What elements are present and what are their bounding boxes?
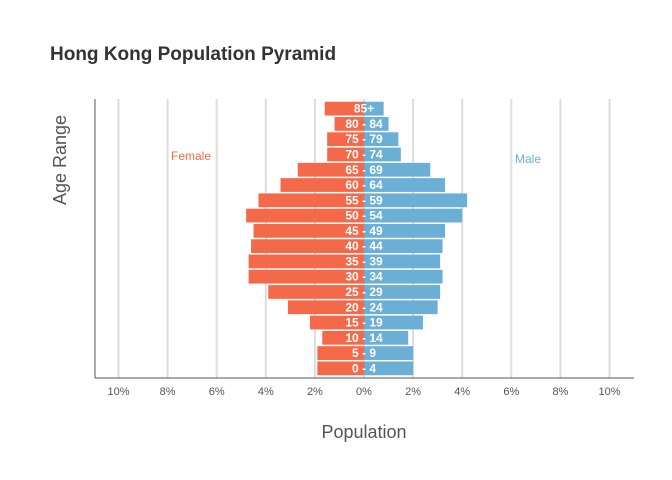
age-range-label: 40 - 44 (345, 239, 383, 253)
male-series-label: Male (515, 152, 541, 166)
age-range-label: 30 - 34 (345, 270, 383, 284)
y-axis-title: Age Range (50, 115, 70, 205)
female-bar (297, 162, 364, 177)
female-series-label: Female (171, 149, 211, 163)
female-bar (309, 315, 364, 330)
male-bar (364, 269, 443, 284)
female-bar (246, 208, 364, 223)
male-bar (364, 300, 438, 315)
male-bar (364, 178, 446, 192)
x-tick-label: 0% (356, 386, 372, 398)
x-tick-label: 2% (307, 386, 323, 398)
age-range-label: 0 - 4 (352, 361, 376, 375)
female-bar (322, 330, 364, 345)
age-range-label: 80 - 84 (345, 117, 383, 131)
female-bar (253, 223, 364, 238)
female-bar (248, 254, 364, 269)
age-range-label: 25 - 29 (345, 285, 383, 299)
female-bar (334, 117, 364, 131)
male-bar (364, 346, 414, 360)
age-range-label: 55 - 59 (345, 193, 383, 207)
x-tick-label: 10% (107, 386, 129, 398)
male-bar (364, 315, 423, 330)
age-range-label: 20 - 24 (345, 300, 383, 314)
female-bar (248, 269, 364, 284)
female-bar (327, 147, 364, 162)
male-bar (364, 330, 409, 345)
age-range-label: 60 - 64 (345, 178, 383, 192)
x-tick-label: 10% (598, 386, 620, 398)
female-bar (324, 101, 364, 116)
bars (246, 101, 468, 376)
x-tick-label: 4% (258, 386, 274, 398)
female-bar (287, 300, 364, 315)
male-bar (364, 147, 401, 162)
grid-lines (117, 99, 611, 378)
male-bar (364, 132, 399, 147)
male-bar (364, 361, 414, 376)
x-tick-label: 8% (552, 386, 568, 398)
male-bar (364, 285, 441, 299)
x-tick-label: 6% (209, 386, 225, 398)
age-range-label: 5 - 9 (352, 346, 376, 360)
female-bar (327, 132, 364, 147)
x-axis-title: Population (321, 422, 406, 442)
female-bar (251, 239, 364, 254)
female-bar (258, 193, 364, 208)
x-tick-label: 6% (503, 386, 519, 398)
age-range-label: 70 - 74 (345, 147, 383, 161)
age-range-label: 45 - 49 (345, 224, 383, 238)
x-tick-labels: 10% 8% 6% 4% 2% 0% 2% 4% 6% 8% 10% (107, 386, 620, 398)
male-bar (364, 162, 431, 177)
x-tick-label: 4% (454, 386, 470, 398)
male-bar (364, 101, 384, 116)
age-range-label: 75 - 79 (345, 132, 383, 146)
age-range-label: 65 - 69 (345, 163, 383, 177)
male-bar (364, 193, 468, 208)
male-bar (364, 208, 463, 223)
age-range-label: 50 - 54 (345, 209, 383, 223)
female-bar (317, 346, 364, 360)
male-bar (364, 254, 441, 269)
female-bar (280, 178, 364, 192)
age-range-label: 85+ (354, 102, 374, 116)
male-bar (364, 239, 443, 254)
age-range-label: 15 - 19 (345, 316, 383, 330)
x-tick-label: 8% (160, 386, 176, 398)
female-bar (268, 285, 364, 299)
chart-title: Hong Kong Population Pyramid (50, 44, 337, 65)
male-bar (364, 223, 446, 238)
female-bar (317, 361, 364, 376)
x-tick-label: 2% (405, 386, 421, 398)
male-bar (364, 117, 389, 131)
age-range-label: 35 - 39 (345, 254, 383, 268)
age-range-label: 10 - 14 (345, 331, 383, 345)
